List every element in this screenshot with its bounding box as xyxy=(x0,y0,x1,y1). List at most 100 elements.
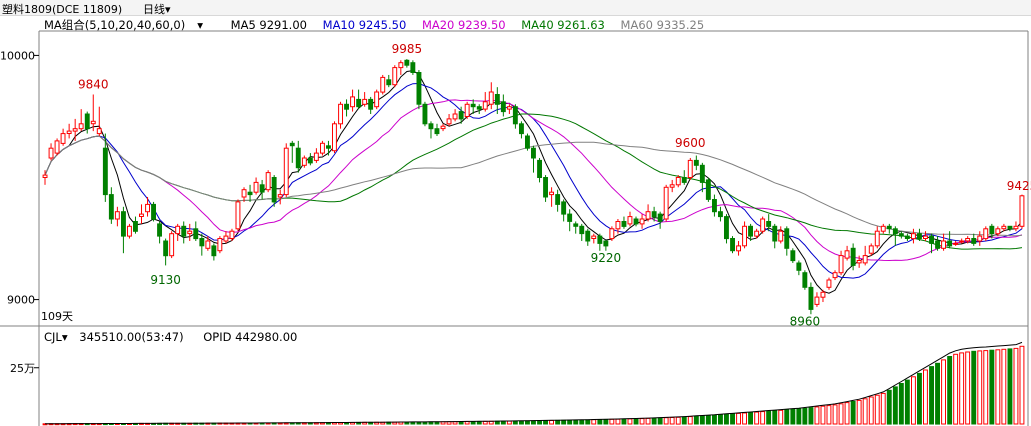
candle-up[interactable] xyxy=(965,238,971,242)
candle-down[interactable] xyxy=(422,103,428,125)
candle-up[interactable] xyxy=(663,186,669,220)
candle-down[interactable] xyxy=(84,113,90,130)
candle-up[interactable] xyxy=(941,240,946,249)
candle-down[interactable] xyxy=(476,106,482,110)
candle-down[interactable] xyxy=(850,247,856,266)
candle-up[interactable] xyxy=(241,189,247,198)
candle-down[interactable] xyxy=(603,240,609,247)
candle-up[interactable] xyxy=(826,279,832,288)
candle-down[interactable] xyxy=(597,235,603,244)
candle-down[interactable] xyxy=(271,177,277,203)
candle-up[interactable] xyxy=(482,101,488,110)
candle-down[interactable] xyxy=(193,228,199,240)
candle-down[interactable] xyxy=(295,147,301,169)
candle-up[interactable] xyxy=(440,125,446,130)
candle-down[interactable] xyxy=(621,221,627,227)
candle-up[interactable] xyxy=(398,62,404,69)
candle-up[interactable] xyxy=(687,159,693,178)
candle-up[interactable] xyxy=(862,255,868,264)
candle-up[interactable] xyxy=(995,228,1001,235)
candle-up[interactable] xyxy=(253,181,259,193)
candle-down[interactable] xyxy=(718,211,723,218)
candle-up[interactable] xyxy=(362,98,368,105)
candle-up[interactable] xyxy=(277,194,283,198)
candle-down[interactable] xyxy=(579,225,585,235)
candle-down[interactable] xyxy=(121,211,126,237)
candle-down[interactable] xyxy=(802,272,808,288)
candle-down[interactable] xyxy=(199,238,205,247)
candle-up[interactable] xyxy=(923,235,928,240)
candle-up[interactable] xyxy=(488,91,494,105)
candle-up[interactable] xyxy=(856,260,862,264)
candle-up[interactable] xyxy=(615,221,621,230)
candle-down[interactable] xyxy=(543,177,548,198)
candle-down[interactable] xyxy=(108,194,114,220)
candle-down[interactable] xyxy=(259,184,265,193)
candle-down[interactable] xyxy=(410,62,416,74)
candle-up[interactable] xyxy=(72,128,78,132)
candle-up[interactable] xyxy=(223,235,229,242)
candle-down[interactable] xyxy=(657,213,663,222)
candle-down[interactable] xyxy=(434,128,440,135)
candle-down[interactable] xyxy=(929,235,934,244)
candle-down[interactable] xyxy=(151,203,157,220)
candle-down[interactable] xyxy=(892,228,898,235)
candle-up[interactable] xyxy=(60,133,66,144)
candle-down[interactable] xyxy=(935,240,940,249)
candle-up[interactable] xyxy=(832,272,838,279)
candle-up[interactable] xyxy=(675,177,681,186)
candle-down[interactable] xyxy=(567,213,573,222)
candle-up[interactable] xyxy=(844,250,850,259)
candle-up[interactable] xyxy=(591,235,597,240)
candle-down[interactable] xyxy=(796,262,802,271)
candle-down[interactable] xyxy=(326,145,331,149)
candle-down[interactable] xyxy=(1007,225,1013,230)
candle-up[interactable] xyxy=(549,191,554,196)
candle-up[interactable] xyxy=(464,103,470,118)
candle-down[interactable] xyxy=(766,221,772,227)
candle-up[interactable] xyxy=(265,172,271,191)
candle-up[interactable] xyxy=(627,216,633,225)
candle-down[interactable] xyxy=(971,238,977,244)
candle-down[interactable] xyxy=(416,72,422,105)
candle-up[interactable] xyxy=(1013,225,1019,230)
candle-down[interactable] xyxy=(344,103,350,110)
candle-down[interactable] xyxy=(681,177,687,183)
candle-up[interactable] xyxy=(814,296,820,305)
candle-down[interactable] xyxy=(458,111,464,120)
candle-up[interactable] xyxy=(983,228,989,240)
candle-down[interactable] xyxy=(519,123,524,135)
candle-up[interactable] xyxy=(874,230,880,247)
candle-up[interactable] xyxy=(235,201,241,230)
candle-up[interactable] xyxy=(78,123,84,130)
candle-down[interactable] xyxy=(699,164,705,183)
candle-down[interactable] xyxy=(368,98,374,110)
candle-up[interactable] xyxy=(187,230,193,235)
candle-down[interactable] xyxy=(730,238,735,252)
candle-down[interactable] xyxy=(772,225,778,242)
candle-down[interactable] xyxy=(289,142,295,147)
candle-down[interactable] xyxy=(356,98,362,108)
candle-up[interactable] xyxy=(54,140,60,154)
candle-up[interactable] xyxy=(127,225,132,237)
candle-down[interactable] xyxy=(525,135,530,149)
candle-down[interactable] xyxy=(651,211,657,218)
candle-down[interactable] xyxy=(989,225,995,235)
candle-up[interactable] xyxy=(374,91,380,108)
candle-down[interactable] xyxy=(904,235,910,240)
candle-down[interactable] xyxy=(386,79,392,86)
candle-up[interactable] xyxy=(380,76,386,93)
candle-down[interactable] xyxy=(307,157,313,164)
candle-down[interactable] xyxy=(404,59,410,66)
candle-up[interactable] xyxy=(139,213,144,218)
candle-up[interactable] xyxy=(169,233,175,257)
candle-up[interactable] xyxy=(452,113,458,120)
candle-up[interactable] xyxy=(145,203,151,213)
candle-up[interactable] xyxy=(754,230,760,237)
candle-down[interactable] xyxy=(531,147,536,159)
candle-up[interactable] xyxy=(96,128,102,135)
candle-up[interactable] xyxy=(820,291,826,298)
candle-down[interactable] xyxy=(790,250,796,262)
candle-down[interactable] xyxy=(561,201,567,215)
